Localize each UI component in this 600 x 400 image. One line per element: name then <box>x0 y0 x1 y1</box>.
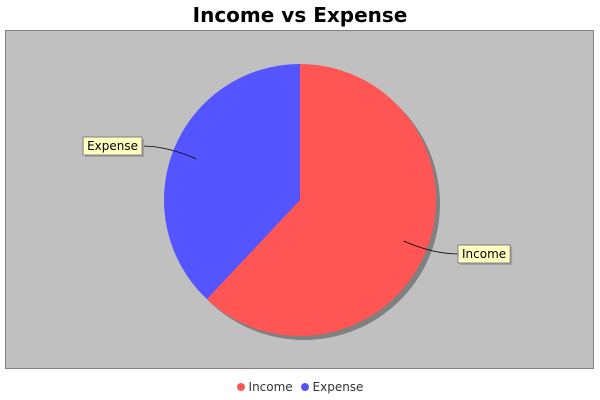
slice-label-income: Income <box>462 247 506 261</box>
plot-area <box>5 30 594 369</box>
pie-slice-income <box>206 64 437 336</box>
leader-line-expense <box>141 145 197 160</box>
pie-slice-expense <box>164 64 300 300</box>
chart-title: Income vs Expense <box>192 3 408 27</box>
legend: Income Expense <box>0 380 600 394</box>
leader-line-income <box>403 240 459 255</box>
legend-item-income: Income <box>236 380 293 394</box>
slice-label-box-expense <box>82 136 143 156</box>
legend-item-expense: Expense <box>300 380 364 394</box>
legend-label-expense: Expense <box>312 380 364 394</box>
legend-swatch-expense <box>300 383 309 391</box>
legend-label-income: Income <box>248 380 293 394</box>
slice-label-expense: Expense <box>87 139 138 153</box>
slice-label-box-income <box>457 244 511 264</box>
legend-swatch-income <box>236 383 245 391</box>
